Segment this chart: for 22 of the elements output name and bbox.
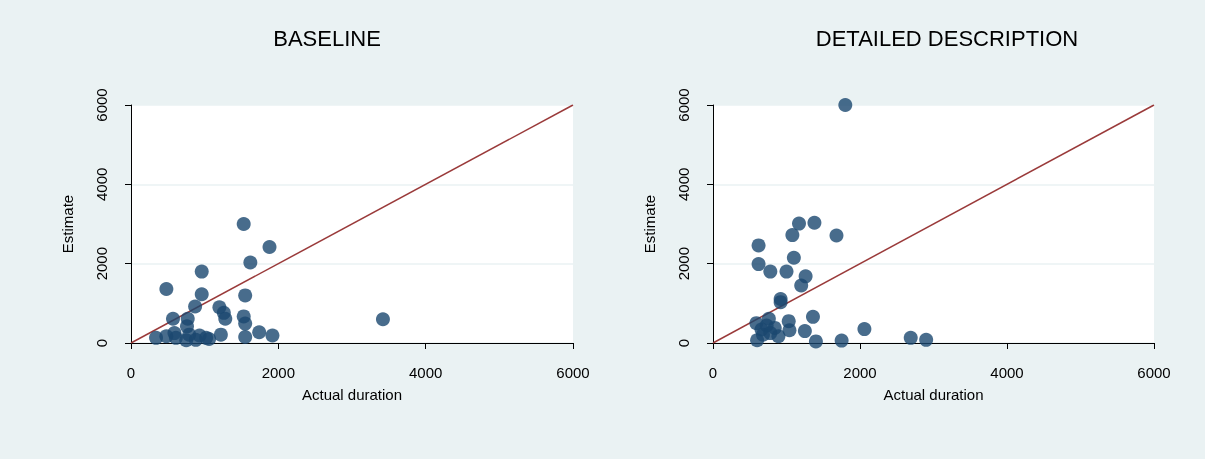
- y-tick-label: 2000: [675, 246, 692, 281]
- chart-title: BASELINE: [273, 25, 381, 51]
- x-tick-label: 0: [126, 364, 136, 381]
- y-tick-label: 2000: [93, 246, 110, 281]
- x-tick-label: 0: [708, 364, 718, 381]
- x-tick-label: 2000: [843, 364, 877, 381]
- y-tick-label: 4000: [675, 167, 692, 202]
- y-tick-label: 6000: [93, 88, 110, 122]
- chart-title: DETAILED DESCRIPTION: [815, 25, 1079, 51]
- y-tick-label: 6000: [675, 88, 692, 122]
- x-tick-label: 2000: [261, 364, 296, 381]
- y-axis-title: Estimate: [59, 194, 76, 254]
- x-axis-title: Actual duration: [883, 386, 984, 403]
- x-tick-label: 4000: [990, 364, 1024, 381]
- y-tick-label: 0: [675, 338, 692, 348]
- y-axis-title: Estimate: [641, 194, 658, 254]
- y-tick-label: 0: [93, 338, 110, 348]
- x-axis-title: Actual duration: [301, 386, 403, 403]
- x-tick-label: 6000: [1137, 364, 1171, 381]
- y-tick-label: 4000: [93, 167, 110, 202]
- x-tick-label: 4000: [408, 364, 443, 381]
- x-tick-label: 6000: [556, 364, 590, 381]
